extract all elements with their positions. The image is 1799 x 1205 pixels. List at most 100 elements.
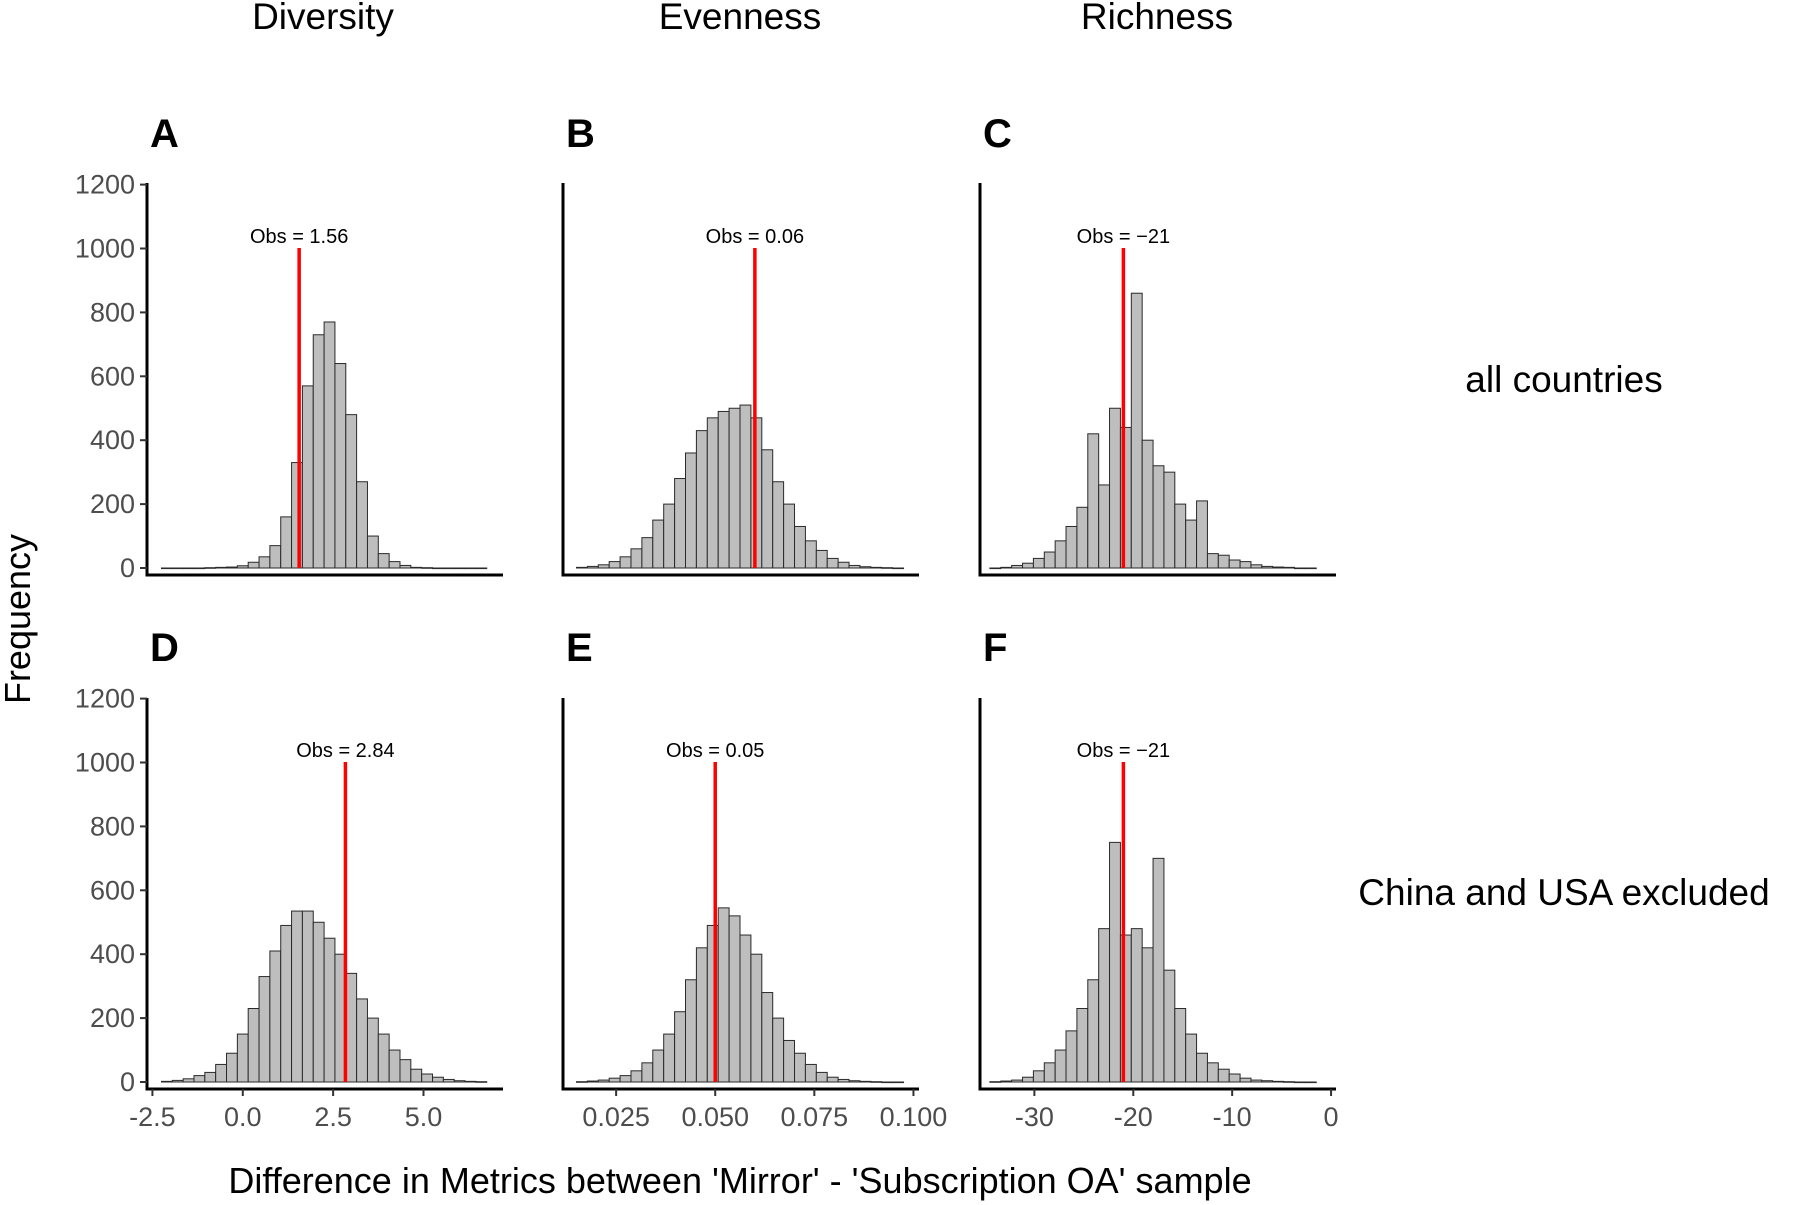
y-tick-label: 1000 (75, 234, 135, 264)
histogram-bar (366, 1017, 379, 1083)
histogram-bar (717, 410, 730, 569)
histogram-bar (870, 566, 883, 569)
histogram-bar (1065, 525, 1078, 569)
histogram-bar (1076, 506, 1089, 569)
histogram-bar (750, 953, 763, 1083)
histogram-bar (728, 915, 741, 1083)
histogram-bar (1032, 557, 1045, 569)
histogram-bar (892, 1081, 905, 1084)
histogram-bar (247, 1008, 260, 1083)
histogram-bar (1163, 471, 1176, 569)
histogram-bar (772, 1017, 785, 1083)
histogram-bar (1239, 561, 1252, 569)
histogram-bar (1196, 500, 1208, 569)
row-label-all-countries: all countries (1465, 359, 1662, 400)
histogram-bar (1098, 928, 1111, 1083)
histogram-bar (663, 1033, 676, 1083)
histogram-bar (1217, 554, 1230, 569)
histogram-bar (442, 567, 455, 570)
histogram-bar (432, 567, 444, 570)
histogram-bar (575, 566, 588, 569)
histogram-bar (236, 1033, 249, 1083)
histogram-bar (728, 407, 741, 569)
histogram-bar (1250, 1079, 1263, 1083)
histogram-bar (663, 503, 676, 569)
histogram-bar (269, 545, 282, 569)
histogram-bar (597, 564, 610, 569)
histogram-bars-b (575, 404, 905, 570)
y-tick-label: 400 (90, 939, 135, 969)
x-tick-label: 2.5 (314, 1102, 352, 1132)
histogram-bar (1228, 559, 1241, 569)
histogram-bar (269, 950, 282, 1083)
histogram-bar (794, 525, 806, 569)
histogram-bar (837, 1078, 850, 1083)
observed-label-c: Obs = −21 (1077, 226, 1170, 248)
histogram-bar (1272, 566, 1285, 569)
histogram-bar (215, 566, 228, 569)
histogram-bar (630, 1070, 643, 1083)
x-tick-label: 5.0 (405, 1102, 443, 1132)
histogram-bar (1141, 947, 1154, 1083)
histogram-bar (345, 972, 358, 1083)
panels-group: Obs = 1.56 0 200 400 600 800 1000 1200 A Obs = 0.… (75, 112, 1339, 1132)
histogram-bar (761, 449, 774, 569)
histogram-bar (652, 519, 665, 569)
histogram-bar (1141, 439, 1154, 569)
panel-label-c: C (983, 112, 1012, 156)
histogram-bar (1174, 1008, 1187, 1083)
observed-label-a: Obs = 1.56 (250, 226, 348, 248)
histogram-bar (674, 1011, 686, 1083)
histogram-bar (859, 566, 872, 569)
histogram-bar (182, 1078, 195, 1083)
histogram-bar (160, 1080, 173, 1083)
histogram-bar (1054, 1049, 1067, 1083)
histogram-bar (1043, 1062, 1056, 1083)
y-tick-label: 600 (90, 361, 135, 391)
histogram-bar (695, 947, 708, 1083)
histogram-bar (859, 1080, 872, 1083)
histogram-bar (804, 540, 817, 569)
histogram-bar (464, 1080, 477, 1083)
y-tick-label: 1200 (75, 684, 135, 714)
x-tick-label: -20 (1114, 1102, 1153, 1132)
histogram-bar (258, 556, 271, 569)
histogram-bar (608, 561, 621, 569)
x-tick-label: 0.075 (781, 1102, 849, 1132)
y-tick-label: 400 (90, 425, 135, 455)
histogram-bar (1011, 1079, 1024, 1083)
histogram-bar (226, 1052, 238, 1083)
histogram-bar (171, 1079, 184, 1083)
histogram-bar (815, 549, 828, 569)
histogram-bar (301, 385, 314, 569)
y-tick-label: 600 (90, 875, 135, 905)
panel-c: Obs = −21 C (978, 112, 1336, 577)
histogram-bar (421, 567, 434, 569)
histogram-bar (410, 1068, 423, 1083)
histogram-bar (695, 430, 708, 569)
histogram-bar (160, 567, 173, 570)
histogram-bar (739, 934, 752, 1083)
x-tick-label: 0.025 (582, 1102, 650, 1132)
histogram-bar (388, 1049, 401, 1083)
histogram-bars-f (989, 841, 1317, 1084)
histogram-bar (1022, 1076, 1034, 1083)
histogram-bar (475, 567, 488, 570)
column-title-evenness: Evenness (659, 0, 822, 37)
histogram-bar (652, 1049, 665, 1083)
x-tick-label: -30 (1015, 1102, 1054, 1132)
histogram-bar (685, 452, 697, 569)
histogram-bar (247, 561, 260, 569)
histogram-bar (204, 567, 217, 569)
histogram-bar (1109, 841, 1121, 1083)
histogram-bar (475, 1081, 488, 1083)
histogram-bars-e (575, 907, 905, 1084)
histogram-bar (171, 567, 184, 570)
histogram-bar (1000, 566, 1013, 569)
histogram-bar (334, 363, 347, 569)
histogram-bar (1250, 564, 1263, 569)
histogram-bar (674, 478, 686, 569)
histogram-bar (837, 561, 850, 569)
histogram-bar (280, 924, 293, 1083)
histogram-bar (815, 1071, 828, 1083)
